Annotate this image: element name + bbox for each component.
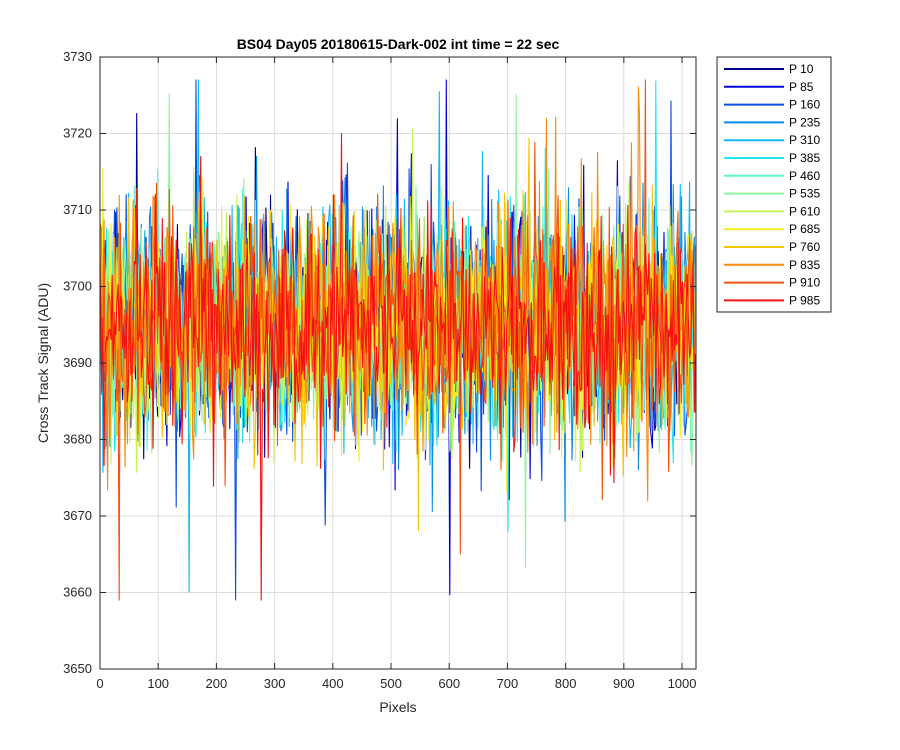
series-line-p-985 bbox=[100, 132, 696, 601]
axis-ticks: 0 100 200 300 400 500 600 700 800 900 1000 3650 3660… bbox=[63, 49, 696, 691]
x-tick-label: 600 bbox=[438, 676, 460, 691]
legend-label: P 685 bbox=[789, 222, 820, 236]
chart-title: BS04 Day05 20180615-Dark-002 int time = … bbox=[237, 36, 560, 52]
legend-label: P 610 bbox=[789, 204, 820, 218]
legend: P 10 P 85 P 160 P 235 P 310 P 385 P 460 P 535 P … bbox=[716, 56, 832, 313]
legend-label: P 235 bbox=[789, 115, 820, 129]
legend-label: P 535 bbox=[789, 187, 820, 201]
y-tick-label: 3710 bbox=[63, 202, 92, 217]
legend-label: P 835 bbox=[789, 258, 820, 272]
y-axis-label: Cross Track Signal (ADU) bbox=[35, 283, 51, 443]
legend-label: P 160 bbox=[789, 98, 820, 112]
x-tick-label: 700 bbox=[497, 676, 519, 691]
y-tick-label: 3670 bbox=[63, 508, 92, 523]
x-tick-label: 0 bbox=[96, 676, 103, 691]
y-tick-label: 3720 bbox=[63, 126, 92, 141]
x-tick-label: 100 bbox=[147, 676, 169, 691]
legend-box bbox=[716, 56, 832, 313]
legend-label: P 910 bbox=[789, 276, 820, 290]
y-tick-label: 3730 bbox=[63, 49, 92, 64]
y-tick-label: 3680 bbox=[63, 432, 92, 447]
legend-label: P 85 bbox=[789, 80, 814, 94]
y-tick-label: 3690 bbox=[63, 355, 92, 370]
y-tick-label: 3700 bbox=[63, 279, 92, 294]
x-tick-label: 1000 bbox=[668, 676, 697, 691]
legend-label: P 10 bbox=[789, 62, 814, 76]
legend-label: P 985 bbox=[789, 293, 820, 307]
series-line-p-910 bbox=[100, 79, 696, 601]
x-tick-label: 500 bbox=[380, 676, 402, 691]
legend-label: P 310 bbox=[789, 133, 820, 147]
legend-label: P 385 bbox=[789, 151, 820, 165]
series-lines bbox=[100, 79, 696, 601]
y-tick-label: 3660 bbox=[63, 585, 92, 600]
x-tick-label: 200 bbox=[206, 676, 228, 691]
x-tick-label: 900 bbox=[613, 676, 635, 691]
legend-label: P 460 bbox=[789, 169, 820, 183]
x-tick-label: 800 bbox=[555, 676, 577, 691]
legend-label: P 760 bbox=[789, 240, 820, 254]
y-tick-label: 3650 bbox=[63, 661, 92, 676]
x-tick-label: 300 bbox=[264, 676, 286, 691]
x-axis-label: Pixels bbox=[379, 699, 416, 715]
x-tick-label: 400 bbox=[322, 676, 344, 691]
